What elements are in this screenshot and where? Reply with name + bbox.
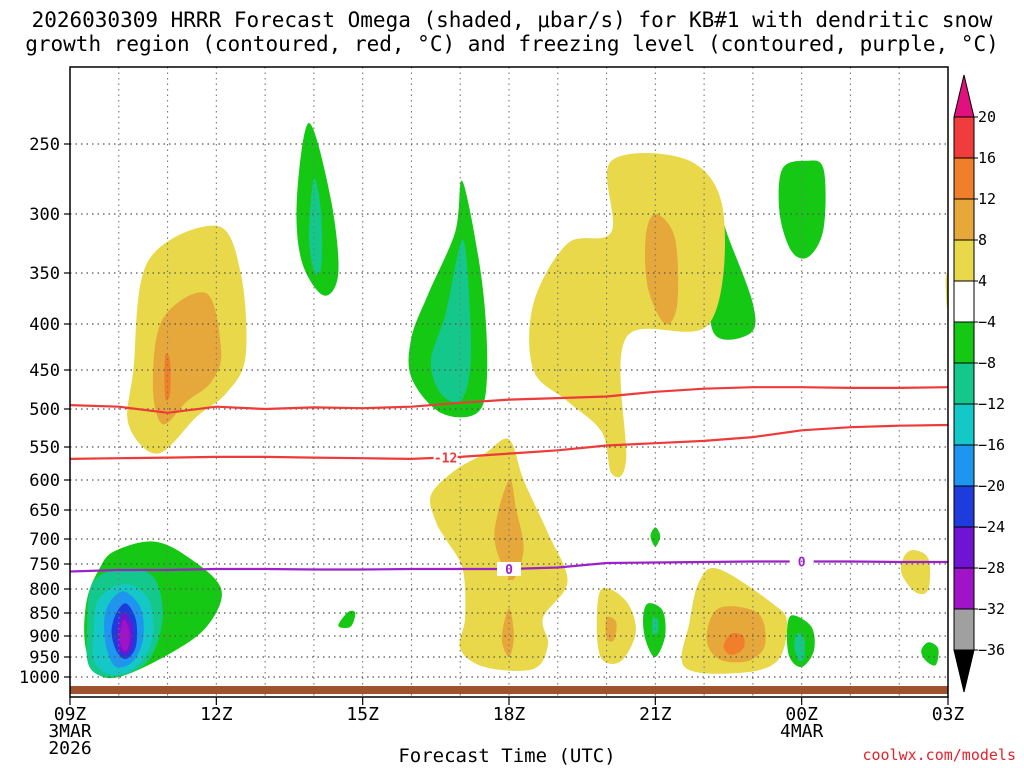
y-tick-label-600: 600 — [29, 471, 60, 491]
omega-region-6-level--28 — [119, 619, 130, 651]
omega-region-12-level--4 — [778, 160, 826, 259]
y-tick-label-500: 500 — [29, 400, 60, 420]
colorbar-bin--12 — [953, 362, 975, 405]
credit-link[interactable]: coolwx.com/models — [862, 746, 1016, 764]
contour-label-bg-freezing-level — [497, 562, 521, 576]
contour-lines: -12 0 0 — [70, 386, 948, 578]
colorbar-label-16: 16 — [978, 149, 996, 167]
y-tick-label-700: 700 — [29, 530, 60, 550]
chart-title-line1: 2026030309 HRRR Forecast Omega (shaded, … — [31, 8, 993, 32]
x-tick-label-09Z: 09Z — [54, 704, 87, 725]
colorbar-label-4: 4 — [978, 272, 987, 290]
y-tick-label-250: 250 — [29, 135, 60, 155]
contour-dgz-top — [70, 386, 948, 414]
x-tick-date-00Z: 4MAR — [780, 721, 824, 742]
x-tick-label-03Z: 03Z — [932, 704, 965, 725]
contour-label-bg-dgz-bottom — [433, 450, 458, 465]
x-axis-label: Forecast Time (UTC) — [398, 745, 616, 767]
y-tick-label-900: 900 — [29, 627, 60, 647]
x-tick-label-12Z: 12Z — [200, 704, 233, 725]
contour-label-bg-freezing-level — [789, 554, 814, 569]
colorbar-label--20: −20 — [978, 477, 1005, 495]
colorbar-bin--16 — [953, 403, 975, 446]
colorbar-bin-4 — [953, 239, 975, 282]
y-tick-label-550: 550 — [29, 438, 60, 458]
y-tick-label-1000: 1000 — [19, 668, 60, 688]
omega-region-16-level--8 — [652, 616, 659, 635]
colorbar-label--8: −8 — [978, 354, 996, 372]
grid-lines — [70, 67, 948, 697]
omega-region-22-level-12 — [164, 353, 171, 401]
omega-region-24-level-8 — [644, 214, 679, 325]
y-tick-label-750: 750 — [29, 555, 60, 575]
omega-region-23-level-4 — [529, 152, 725, 478]
colorbar-top-arrow — [953, 74, 975, 118]
colorbar-label--28: −28 — [978, 559, 1005, 577]
y-tick-label-850: 850 — [29, 604, 60, 624]
omega-region-13-level--4 — [338, 610, 356, 629]
colorbar-bin--36 — [953, 608, 975, 651]
colorbar-bin--4 — [953, 280, 975, 323]
y-axis: 250 300 350 400 450 500 550 600 650 700 750 800 850 9… — [19, 135, 70, 688]
colorbar-label-20: 20 — [978, 108, 996, 126]
colorbar-bin--32 — [953, 567, 975, 610]
colorbar-label-12: 12 — [978, 190, 996, 208]
y-tick-label-450: 450 — [29, 361, 60, 381]
colorbar-label-8: 8 — [978, 231, 987, 249]
omega-region-14-level--4 — [650, 527, 661, 547]
y-tick-label-300: 300 — [29, 205, 60, 225]
colorbar-bottom-arrow — [953, 649, 975, 693]
omega-region-8-level--8 — [309, 178, 323, 275]
colorbar-bin--8 — [953, 321, 975, 364]
x-tick-date-09Z: 3MAR — [48, 721, 92, 742]
colorbar-bin--24 — [953, 485, 975, 528]
omega-region-29-level-8 — [605, 616, 617, 642]
y-tick-label-950: 950 — [29, 648, 60, 668]
colorbar-label--12: −12 — [978, 395, 1005, 413]
colorbar-bin--20 — [953, 444, 975, 487]
x-tick-year-09Z: 2026 — [48, 738, 91, 759]
contour-dgz-bottom — [70, 423, 948, 461]
colorbar-bin--28 — [953, 526, 975, 569]
x-tick-label-21Z: 21Z — [639, 704, 672, 725]
y-tick-label-400: 400 — [29, 315, 60, 335]
x-tick-label-15Z: 15Z — [346, 704, 379, 725]
colorbar-bin-12 — [953, 157, 975, 200]
colorbar-label--24: −24 — [978, 518, 1005, 536]
contour-label-freezing-level: 0 — [798, 556, 806, 571]
y-tick-label-650: 650 — [29, 501, 60, 521]
contour-label-freezing-level: 0 — [505, 563, 513, 578]
y-tick-label-350: 350 — [29, 264, 60, 284]
omega-region-19-level--4 — [921, 642, 939, 666]
colorbar-label--36: −36 — [978, 641, 1005, 659]
chart-title-line2: growth region (contoured, red, °C) and f… — [25, 32, 999, 56]
omega-region-32-level-12 — [723, 632, 745, 655]
colorbar-bin-16 — [953, 116, 975, 159]
ground-surface — [70, 686, 948, 694]
chart-title: 2026030309 HRRR Forecast Omega (shaded, … — [0, 8, 1024, 56]
colorbar: 20 16 12 8 4 −4 −8 −12 −16 −20 −24 −28 −32 −36 — [953, 74, 1005, 693]
colorbar-label--4: −4 — [978, 313, 996, 331]
colorbar-label--32: −32 — [978, 600, 1005, 618]
x-tick-label-18Z: 18Z — [493, 704, 526, 725]
colorbar-bin-8 — [953, 198, 975, 241]
colorbar-label--16: −16 — [978, 436, 1005, 454]
x-tick-label-00Z: 00Z — [785, 704, 818, 725]
contour-label-dgz-bottom: -12 — [434, 451, 457, 466]
omega-region-27-level-8 — [501, 608, 514, 658]
omega-region-10-level--8 — [430, 240, 472, 403]
y-tick-label-800: 800 — [29, 580, 60, 600]
